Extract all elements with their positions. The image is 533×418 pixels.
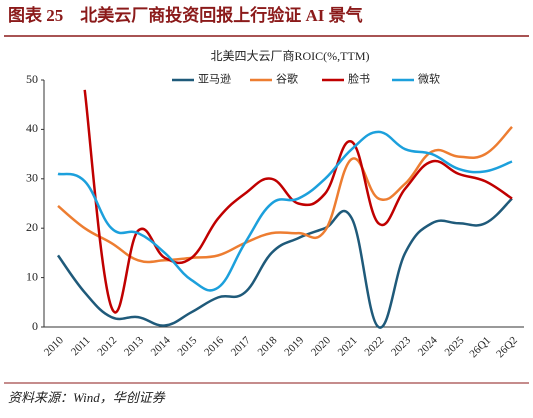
y-tick-label: 20 [26, 220, 38, 234]
y-tick-label: 40 [26, 121, 38, 135]
x-tick-label: 2015 [175, 334, 199, 358]
x-tick-label: 2025 [442, 334, 466, 358]
x-tick-label: 2012 [95, 334, 119, 358]
x-tick-label: 2018 [256, 334, 280, 358]
legend-label: 微软 [418, 72, 440, 86]
x-tick-label: 2024 [416, 334, 440, 358]
y-tick-label: 10 [26, 269, 38, 283]
y-tick-label: 50 [26, 72, 38, 86]
x-tick-label: 2016 [202, 334, 226, 358]
x-tick-label: 2014 [149, 334, 173, 358]
legend-label: 亚马逊 [198, 73, 231, 86]
x-tick-label: 2023 [389, 334, 413, 358]
chart-title: 北美四大云厂商ROIC(%,TTM) [211, 48, 370, 63]
x-tick-label: 2019 [282, 334, 306, 358]
legend-label: 脸书 [348, 72, 370, 86]
x-tick-label: 2022 [362, 334, 386, 358]
header: 图表 25 北美云厂商投资回报上行验证 AI 景气 [8, 5, 363, 25]
x-tick-label: 2021 [336, 334, 360, 358]
plot-area [56, 89, 513, 329]
y-tick-label: 30 [26, 171, 38, 185]
x-tick-label: 26Q2 [494, 334, 520, 360]
x-tick-label: 2011 [69, 334, 93, 358]
series-line [57, 130, 513, 292]
x-tick-label: 2010 [42, 334, 66, 358]
series-line [56, 197, 513, 329]
x-tick-label: 2013 [122, 334, 146, 358]
y-tick-label: 0 [32, 319, 38, 333]
source: 资料来源：Wind，华创证券 [8, 390, 166, 405]
series-line [83, 89, 513, 314]
x-tick-label: 2017 [229, 334, 253, 358]
x-tick-label: 2020 [309, 334, 333, 358]
x-tick-label: 26Q1 [467, 334, 493, 360]
series-line [57, 126, 513, 264]
legend-label: 谷歌 [276, 72, 298, 86]
